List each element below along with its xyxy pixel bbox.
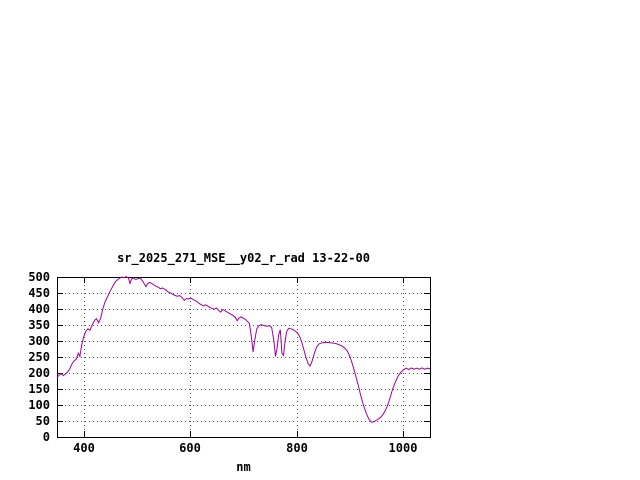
plot-title: sr_2025_271_MSE__y02_r_rad 13-22-00 [117, 251, 370, 265]
plot-border [57, 277, 431, 438]
x-tick-label: 600 [179, 441, 201, 455]
y-tick-label: 50 [35, 414, 50, 428]
y-tick-label: 0 [42, 430, 50, 444]
x-tick-label: 1000 [388, 441, 418, 455]
y-tick-label: 400 [28, 302, 50, 316]
y-tick-label: 500 [28, 270, 50, 284]
y-tick-label: 300 [28, 334, 50, 348]
y-tick-label: 200 [28, 366, 50, 380]
spectrum-line [56, 276, 431, 423]
y-tick-label: 250 [28, 350, 50, 364]
y-tick-label: 150 [28, 382, 50, 396]
x-tick-label: 400 [73, 441, 95, 455]
y-tick-label: 350 [28, 318, 50, 332]
x-tick-label: 800 [286, 441, 308, 455]
y-tick-label: 450 [28, 286, 50, 300]
y-tick-label: 100 [28, 398, 50, 412]
x-axis-label: nm [236, 460, 251, 474]
